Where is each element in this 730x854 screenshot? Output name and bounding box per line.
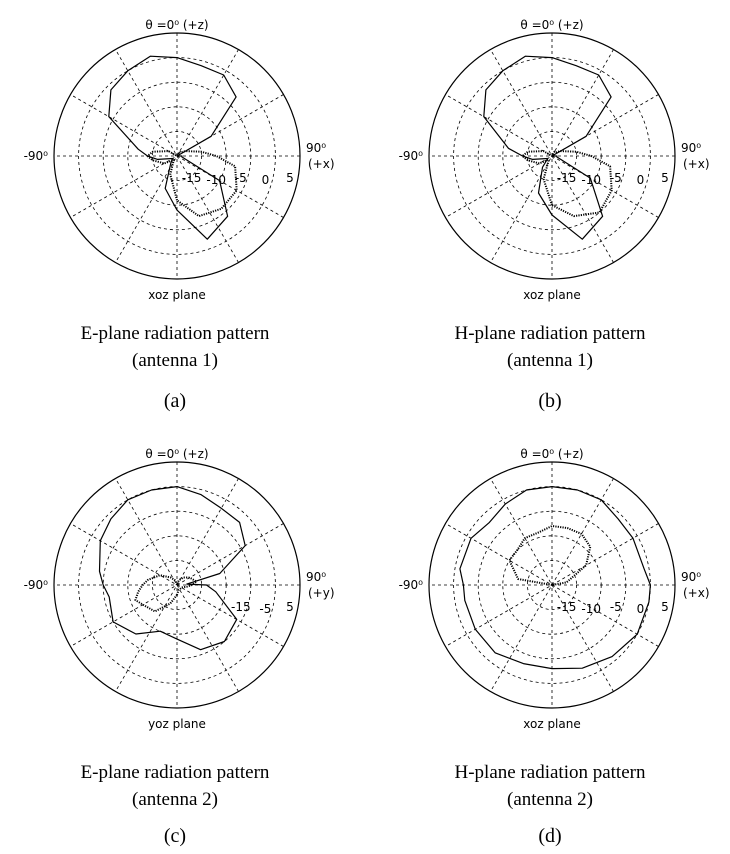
chart-d-series-solid: [459, 486, 651, 670]
caption-b-line1: H-plane radiation pattern: [454, 323, 646, 344]
chart-d-radial-tick-label: 0: [637, 602, 645, 616]
chart-d-radial-tick-label: 5: [661, 600, 669, 614]
chart-d-radial-tick-label: -15: [557, 600, 577, 614]
chart-a-radial-tick-label: -15: [182, 171, 202, 185]
chart-b-plane-label: xoz plane: [523, 288, 580, 302]
chart-b-left-label: -90⁰: [399, 149, 424, 163]
chart-d-series-dotted: [508, 525, 592, 586]
chart-a-radial-tick-label: 5: [286, 171, 294, 185]
panel-label-c: (c): [163, 825, 187, 847]
chart-a-right-label: 90⁰: [306, 141, 326, 155]
caption-a: E-plane radiation pattern (antenna 1): [10, 320, 340, 374]
chart-b-radial-tick-label: -10: [581, 173, 601, 187]
chart-c-plane-label: yoz plane: [148, 717, 206, 731]
chart-c-top-label: θ =0⁰ (+z): [145, 447, 208, 461]
caption-c-line1: E-plane radiation pattern: [80, 762, 270, 783]
chart-d-radial-tick-label: -5: [610, 600, 622, 614]
chart-d-right-axis-label: (+x): [683, 586, 710, 600]
chart-b-radial-tick-label: 5: [661, 171, 669, 185]
chart-c-radial-tick-label: -15: [231, 600, 251, 614]
chart-b-radial-tick-label: 0: [637, 173, 645, 187]
chart-d-plane-label: xoz plane: [523, 717, 580, 731]
chart-c-grid-spoke: [115, 478, 239, 692]
chart-c-series-dotted: [134, 574, 198, 613]
chart-c-radial-tick-label: -5: [259, 602, 271, 616]
chart-a-right-axis-label: (+x): [308, 157, 335, 171]
caption-b: H-plane radiation pattern (antenna 1): [385, 320, 715, 374]
chart-b-radial-tick-label: -5: [610, 171, 622, 185]
chart-b-series-dotted: [521, 150, 613, 218]
chart-b-right-axis-label: (+x): [683, 157, 710, 171]
chart-b-top-label: θ =0⁰ (+z): [520, 18, 583, 32]
caption-a-line2: (antenna 1): [132, 350, 218, 371]
caption-c-line2: (antenna 2): [132, 789, 218, 810]
chart-a-left-label: -90⁰: [24, 149, 49, 163]
chart-d-radial-tick-label: -10: [581, 602, 601, 616]
panel-label-a: (a): [163, 390, 187, 412]
chart-b-right-label: 90⁰: [681, 141, 701, 155]
chart-d-right-label: 90⁰: [681, 570, 701, 584]
chart-a-plane-label: xoz plane: [148, 288, 205, 302]
caption-c: E-plane radiation pattern (antenna 2): [10, 759, 340, 813]
panel-label-d: (d): [538, 825, 562, 847]
chart-d-left-label: -90⁰: [399, 578, 424, 592]
chart-b-series-solid: [483, 55, 612, 240]
chart-c-left-label: -90⁰: [24, 578, 49, 592]
chart-a-radial-tick-label: -10: [206, 173, 226, 187]
caption-d-line1: H-plane radiation pattern: [454, 762, 646, 783]
chart-a-radial-tick-label: -5: [235, 171, 247, 185]
chart-c-right-label: 90⁰: [306, 570, 326, 584]
caption-d: H-plane radiation pattern (antenna 2): [385, 759, 715, 813]
caption-b-line2: (antenna 1): [507, 350, 593, 371]
chart-c-series-solid: [98, 486, 246, 651]
chart-c-radial-tick-label: 5: [286, 600, 294, 614]
caption-a-line1: E-plane radiation pattern: [80, 323, 270, 344]
chart-a-radial-tick-label: 0: [262, 173, 270, 187]
panel-label-b: (b): [538, 390, 562, 412]
chart-b-radial-tick-label: -15: [557, 171, 577, 185]
chart-c-right-axis-label: (+y): [308, 586, 335, 600]
chart-a-top-label: θ =0⁰ (+z): [145, 18, 208, 32]
caption-d-line2: (antenna 2): [507, 789, 593, 810]
chart-a-series-solid: [108, 55, 237, 240]
chart-d-top-label: θ =0⁰ (+z): [520, 447, 583, 461]
